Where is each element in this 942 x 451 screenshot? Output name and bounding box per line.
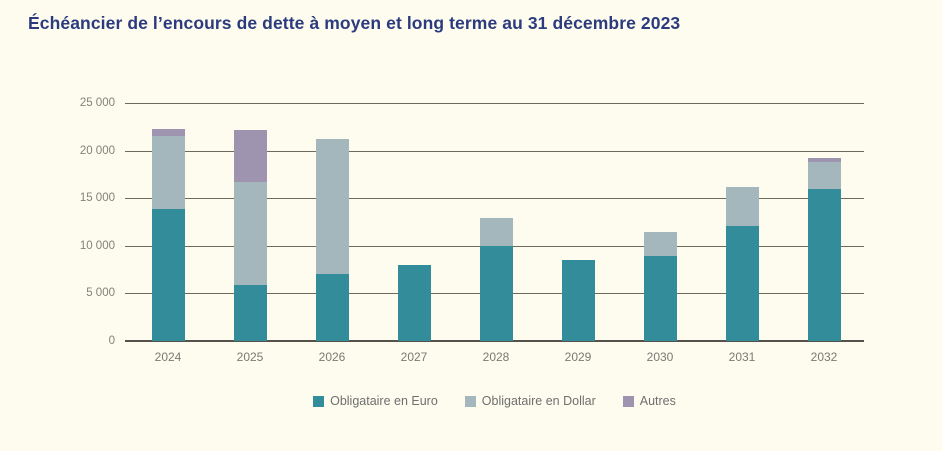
bar-segment-2025-obligataire-en-euro [233, 284, 267, 341]
legend-label: Obligataire en Euro [330, 394, 438, 408]
bar-segment-2032-obligataire-en-euro [807, 188, 841, 341]
gridline-20000 [125, 150, 864, 152]
chart-title: Échéancier de l’encours de dette à moyen… [28, 13, 681, 33]
x-axis-tick-label-2030: 2030 [646, 350, 674, 364]
gridline-15000 [125, 198, 864, 200]
x-axis-tick-label-2024: 2024 [154, 350, 182, 364]
plot-area: 0 5 000 10 000 15 000 20 000 25 000 2024 2025 20… [80, 97, 864, 364]
bar-segment-2027-obligataire-en-euro [397, 264, 431, 341]
bar-segment-2031-obligataire-en-dollar [725, 186, 759, 226]
legend-label: Obligataire en Dollar [481, 394, 596, 408]
x-axis-tick-label-2026: 2026 [318, 350, 346, 364]
y-axis-tick-label: 5 000 [86, 287, 115, 300]
legend-item-obligataire-en-euro: Obligataire en Euro [313, 394, 438, 408]
bar-segment-2025-obligataire-en-dollar [233, 182, 267, 285]
gridline-25000 [125, 103, 864, 104]
y-axis-tick-label: 25 000 [79, 97, 115, 109]
x-axis-tick-label-2029: 2029 [564, 350, 592, 364]
legend-swatch-icon [464, 395, 476, 407]
bar-segment-2024-obligataire-en-dollar [151, 136, 185, 209]
legend-item-autres: Autres [622, 394, 676, 408]
x-axis-tick-label-2028: 2028 [482, 350, 510, 364]
bar-segment-2031-obligataire-en-euro [725, 225, 759, 341]
bar-segment-2025-autres [233, 129, 267, 183]
bar-segment-2024-autres [151, 128, 185, 137]
x-axis-baseline [125, 340, 864, 342]
x-axis-tick-label-2031: 2031 [728, 350, 756, 364]
bar-segment-2024-obligataire-en-euro [151, 208, 185, 341]
bar-segment-2032-autres [807, 158, 841, 163]
legend-item-obligataire-en-dollar: Obligataire en Dollar [464, 394, 596, 408]
bar-segment-2030-obligataire-en-euro [643, 256, 677, 341]
bar-segment-2026-obligataire-en-euro [315, 274, 349, 341]
bar-segment-2028-obligataire-en-dollar [479, 218, 513, 246]
y-axis-tick-label: 20 000 [79, 144, 115, 157]
bar-segment-2028-obligataire-en-euro [479, 245, 513, 341]
bar-segment-2026-obligataire-en-dollar [315, 139, 349, 275]
legend-swatch-icon [313, 395, 325, 407]
y-axis-tick-label: 10 000 [79, 239, 115, 252]
x-axis-tick-label-2032: 2032 [810, 350, 838, 364]
legend-label: Autres [639, 394, 676, 408]
legend-swatch-icon [622, 395, 634, 407]
x-axis-tick-label-2025: 2025 [236, 350, 264, 364]
x-axis-tick-label-2027: 2027 [400, 350, 428, 364]
bar-segment-2032-obligataire-en-dollar [807, 162, 841, 189]
y-axis-tick-label: 0 [108, 335, 115, 347]
y-axis-tick-label: 15 000 [79, 192, 115, 205]
bar-segment-2029-obligataire-en-euro [561, 260, 595, 341]
bar-segment-2030-obligataire-en-dollar [643, 231, 677, 257]
legend: Obligataire en Euro Obligataire en Dollar… [125, 394, 864, 408]
